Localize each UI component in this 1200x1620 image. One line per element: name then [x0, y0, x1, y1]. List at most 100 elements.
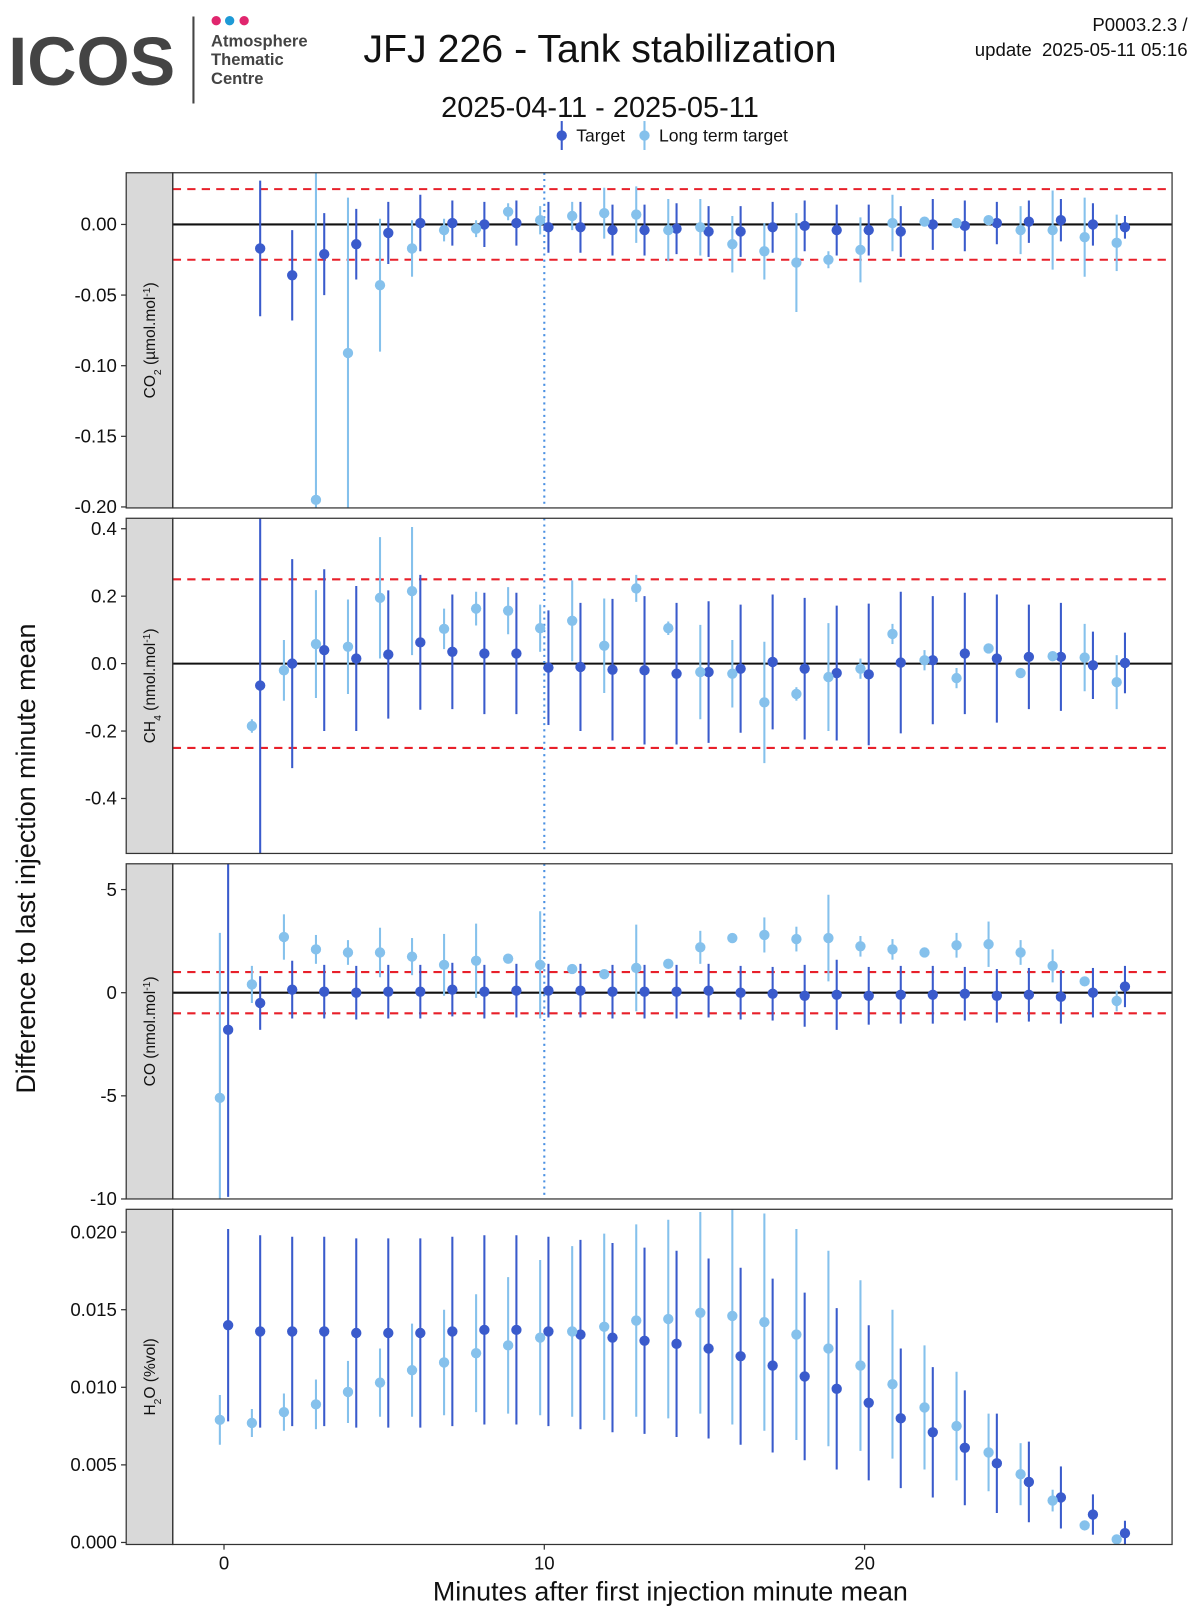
strip-label-part: (nmol.mol [142, 643, 159, 715]
point [287, 270, 298, 281]
logo-dot [211, 16, 221, 26]
point [479, 648, 490, 659]
point [727, 239, 738, 250]
point [887, 1379, 898, 1390]
point [351, 653, 362, 664]
point [287, 658, 298, 669]
point [287, 984, 298, 995]
strip-label-part: (µmol.mol [142, 297, 159, 370]
point [1015, 667, 1026, 679]
point [1055, 1492, 1067, 1503]
point [671, 1338, 682, 1350]
point [927, 989, 938, 1000]
point [543, 985, 554, 996]
panel: H2O (%vol) 0.000 0.005 0.010 0.015 0.020 0 10 20 [70, 1208, 1173, 1573]
point [222, 1024, 234, 1036]
point [927, 219, 938, 230]
point [502, 1340, 514, 1351]
legend: Target Long term target [556, 121, 788, 150]
point [310, 944, 322, 955]
point [278, 931, 290, 943]
point [639, 986, 650, 997]
strip-label: CO (nmol.mol-1) [142, 976, 160, 1086]
point [759, 246, 770, 257]
panel-border [172, 1208, 1173, 1546]
strip-label-part: -1 [142, 287, 153, 296]
point [727, 668, 738, 679]
point [767, 656, 778, 668]
point [983, 1447, 994, 1458]
strip-label-part: 2 [153, 369, 164, 375]
point [511, 985, 522, 996]
point [703, 226, 714, 237]
point [631, 1315, 642, 1326]
point [855, 663, 866, 674]
point [575, 985, 586, 996]
point [310, 638, 322, 650]
point [703, 666, 714, 678]
logo-dot [225, 16, 235, 26]
point [735, 663, 746, 674]
point [791, 1329, 802, 1340]
point [735, 1351, 746, 1362]
point [287, 1326, 298, 1337]
point [1055, 991, 1067, 1003]
point [511, 217, 522, 229]
strip-label-part: H [142, 1404, 159, 1415]
point [415, 1327, 426, 1339]
point [799, 663, 810, 674]
plot-area [172, 863, 1173, 1199]
x-tick-label: 0 [219, 1552, 229, 1573]
point [823, 254, 834, 265]
y-tick-label: -0.10 [74, 355, 116, 376]
point [374, 592, 386, 604]
point [278, 1406, 290, 1418]
point [983, 215, 994, 226]
legend-swatch [639, 130, 650, 141]
point [319, 248, 330, 260]
point [671, 668, 682, 679]
point [383, 986, 394, 997]
point [799, 1371, 810, 1382]
point [502, 206, 514, 217]
point [511, 648, 522, 659]
point [791, 933, 802, 945]
y-tick-label: 0.015 [70, 1299, 117, 1320]
strip-label-part: -1 [142, 981, 153, 990]
point [534, 1332, 546, 1343]
point [663, 958, 674, 970]
point [534, 215, 546, 226]
point [1087, 987, 1099, 998]
point [1015, 1469, 1026, 1480]
point [575, 1329, 586, 1340]
point [919, 216, 930, 227]
x-tick-label: 10 [534, 1552, 555, 1573]
y-tick-label: -10 [90, 1188, 117, 1209]
point [703, 985, 714, 996]
point [895, 989, 906, 1000]
point [383, 1327, 394, 1339]
strip [125, 863, 174, 1200]
y-tick-label: -5 [100, 1085, 117, 1106]
point [639, 665, 650, 676]
point [319, 1326, 330, 1337]
point [991, 1458, 1003, 1469]
point [447, 1326, 458, 1337]
panel: CO (nmol.mol-1) -10 -5 0 5 [90, 863, 1173, 1209]
legend-label: Target [576, 126, 625, 146]
point [479, 986, 490, 997]
point [342, 1386, 354, 1398]
point [255, 243, 266, 254]
point [663, 224, 674, 236]
point [567, 1326, 578, 1337]
point [959, 988, 970, 999]
point [1047, 1495, 1058, 1506]
point [567, 963, 578, 975]
point [575, 222, 586, 233]
point [310, 494, 322, 506]
point [406, 951, 418, 962]
panel-border [172, 863, 1173, 1200]
point [959, 1442, 970, 1453]
point [543, 1326, 554, 1337]
point [246, 1417, 258, 1429]
